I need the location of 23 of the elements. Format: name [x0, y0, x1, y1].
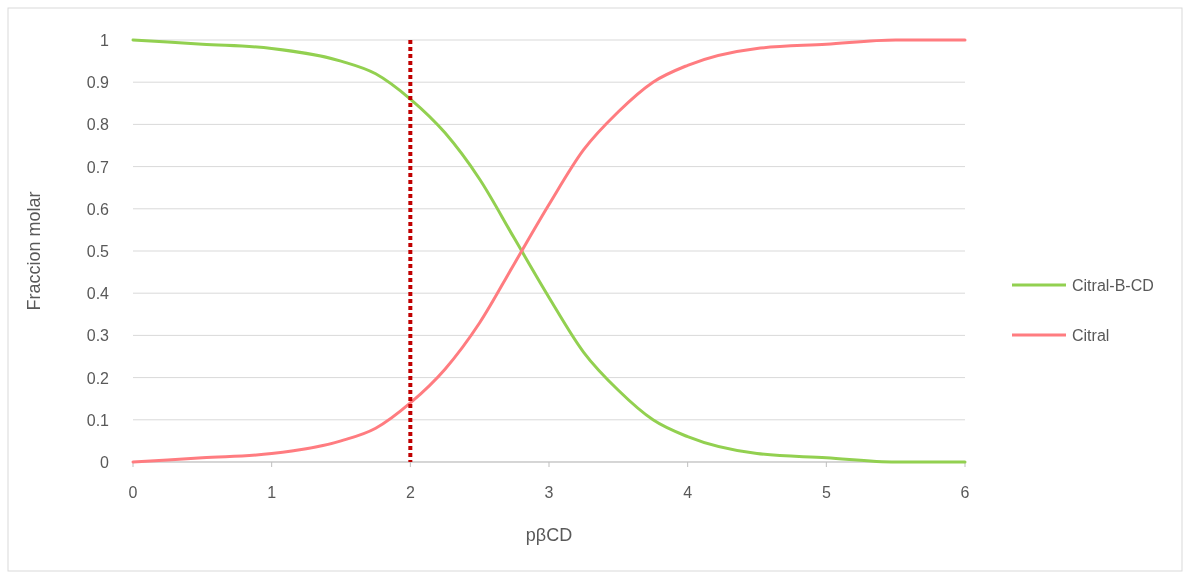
y-tick-label: 0.9 [86, 74, 110, 92]
x-axis-title: pβCD [525, 525, 573, 545]
y-tick-label: 0.2 [86, 369, 110, 387]
y-axis-title: Fraccion molar [24, 191, 44, 311]
x-tick-label: 2 [405, 484, 415, 501]
line-series [131, 38, 967, 464]
x-tick-label: 5 [821, 484, 831, 501]
y-tick-label: 0.8 [86, 116, 110, 134]
y-tick-label: 0.5 [86, 243, 110, 260]
y-tick-label: 0.3 [86, 327, 110, 345]
y-tick-label: 0.1 [86, 411, 110, 429]
y-tick-label: 0.4 [86, 285, 110, 303]
x-tick-label: 3 [544, 484, 554, 501]
x-tick-label: 4 [683, 484, 693, 501]
y-tick-label: 0.6 [86, 200, 110, 218]
y-tick-label: 0 [100, 454, 110, 471]
legend-label: Citral [1072, 327, 1110, 344]
x-tick-label: 1 [267, 484, 277, 501]
legend-label: Citral-B-CD [1072, 277, 1154, 294]
y-tick-label: 1 [100, 32, 110, 49]
x-tick-label: 0 [128, 484, 138, 501]
y-tick-label: 0.7 [86, 158, 110, 176]
x-tick-label: 6 [960, 484, 970, 501]
